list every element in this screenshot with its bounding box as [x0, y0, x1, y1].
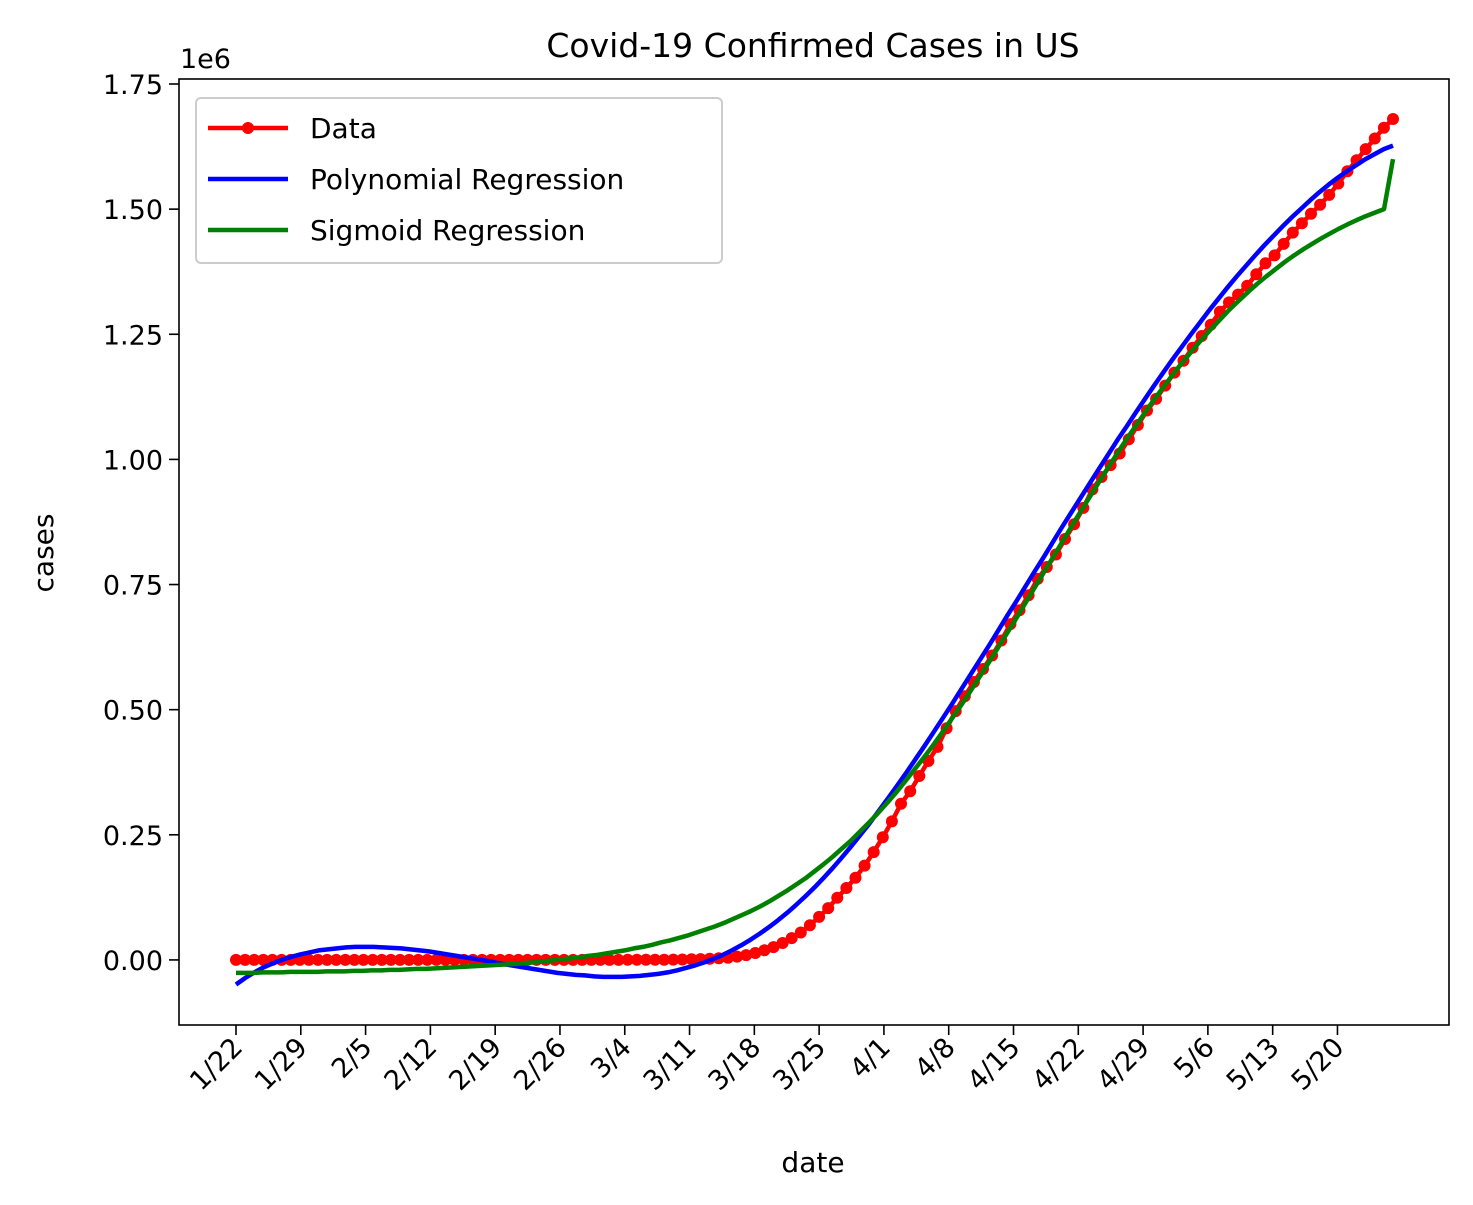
legend: Data Polynomial Regression Sigmoid Regress…: [195, 97, 723, 264]
data-point: [831, 891, 844, 904]
series-line-2: [234, 143, 1394, 987]
data-point: [621, 953, 634, 966]
data-point: [1368, 132, 1381, 145]
y-tick-label: 1.75: [103, 70, 163, 101]
data-point: [1277, 237, 1290, 250]
data-point: [1268, 249, 1281, 262]
data-point: [904, 785, 917, 798]
data-point: [685, 953, 698, 966]
data-point: [858, 859, 871, 872]
data-point: [312, 953, 324, 966]
data-point: [813, 910, 826, 923]
data-point: [794, 926, 807, 939]
series-line-3: [236, 158, 1396, 976]
data-point: [302, 953, 315, 966]
data-point: [394, 953, 406, 966]
data-point: [758, 944, 771, 957]
data-point: [366, 953, 379, 966]
data-point: [767, 941, 780, 954]
data-point: [876, 831, 889, 844]
y-tick-label: 0.75: [103, 571, 163, 602]
data-point: [740, 949, 753, 962]
x-axis-title: date: [781, 1146, 844, 1179]
data-point: [803, 919, 816, 932]
y-offset-label: 1e6: [180, 44, 231, 75]
data-point: [1323, 188, 1336, 201]
data-point: [348, 953, 361, 966]
data-point: [776, 937, 789, 949]
data-point: [1286, 226, 1299, 239]
data-point: [840, 882, 853, 894]
data-point: [676, 953, 689, 966]
data-point: [749, 947, 762, 959]
data-point: [384, 953, 397, 966]
data-point: [1314, 198, 1327, 211]
data-point: [667, 953, 680, 966]
data-point: [430, 953, 443, 966]
data-point: [640, 953, 652, 966]
data-point: [1359, 143, 1372, 156]
data-point: [913, 770, 926, 782]
data-point: [895, 797, 907, 810]
data-point: [421, 953, 434, 966]
data-point: [1387, 113, 1399, 125]
data-point: [1250, 268, 1263, 281]
y-axis-title: cases: [27, 514, 60, 593]
data-point: [612, 953, 625, 966]
data-point: [248, 953, 261, 966]
data-point: [1305, 207, 1317, 220]
y-tick-label: 1.50: [103, 195, 163, 226]
data-point: [1377, 121, 1390, 134]
y-tick-label: 1.00: [103, 445, 163, 476]
data-point: [1259, 257, 1272, 270]
legend-label: Data: [310, 112, 377, 145]
data-point: [731, 950, 744, 963]
data-point: [658, 953, 671, 966]
data-point: [257, 953, 270, 966]
data-point: [412, 953, 425, 966]
data-point: [357, 953, 370, 966]
y-tick-label: 1.25: [103, 320, 163, 351]
plot-area: [230, 113, 1399, 987]
y-tick-label: 0.25: [103, 821, 163, 852]
data-point: [403, 953, 416, 966]
data-point: [375, 953, 388, 966]
data-point: [230, 953, 242, 966]
legend-label: Sigmoid Regression: [310, 214, 585, 247]
y-tick-label: 0.50: [103, 696, 163, 727]
data-point: [439, 953, 452, 966]
axes-frame: [178, 78, 1450, 1026]
legend-box: [195, 97, 723, 264]
data-point: [630, 953, 643, 966]
data-point: [321, 953, 334, 966]
data-point: [603, 953, 616, 966]
legend-marker: [242, 122, 254, 134]
legend-label: Polynomial Regression: [310, 163, 624, 196]
data-point: [885, 815, 898, 828]
data-point: [1295, 217, 1308, 230]
y-tick-label: 0.00: [103, 946, 163, 977]
data-point: [849, 871, 862, 884]
data-point: [867, 846, 880, 859]
data-point: [822, 902, 835, 915]
data-point: [339, 953, 352, 966]
chart-title: Covid-19 Confirmed Cases in US: [546, 26, 1079, 65]
data-point: [785, 932, 798, 945]
data-point: [649, 953, 662, 966]
data-point: [239, 953, 252, 966]
data-point: [330, 953, 343, 966]
